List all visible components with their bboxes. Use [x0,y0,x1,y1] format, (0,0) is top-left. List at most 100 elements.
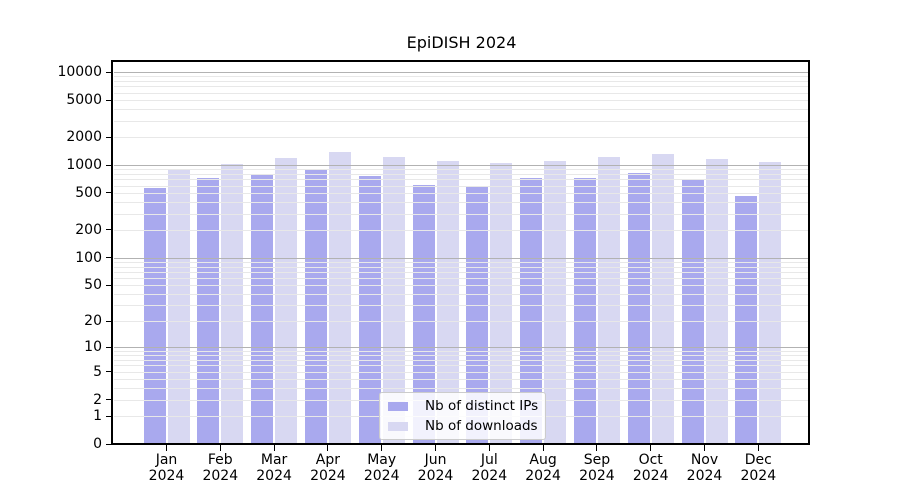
x-tick-label: Oct 2024 [632,452,669,484]
legend: Nb of distinct IPs Nb of downloads [379,392,546,440]
y-tick [106,399,113,401]
minor-gridline [114,92,809,94]
minor-gridline [114,100,809,101]
minor-gridline [114,379,809,380]
x-tick [166,444,167,451]
y-tick-label: 2 [93,391,102,408]
y-tick [106,229,113,231]
y-tick [106,443,113,445]
y-tick-label: 50 [84,277,102,294]
minor-gridline [114,271,809,273]
minor-gridline [114,179,809,181]
bar [436,160,459,444]
y-tick [106,320,113,322]
x-tick [704,444,705,451]
x-tick-label: May 2024 [363,452,400,484]
y-tick-label: 5 [93,363,102,380]
minor-gridline [114,351,809,352]
bar [627,172,650,444]
bar [490,163,513,444]
minor-gridline [114,81,809,82]
y-tick [106,192,113,194]
x-tick-label: Jul 2024 [471,452,508,484]
x-tick-label: Feb 2024 [202,452,239,484]
y-tick-label: 10 [84,339,102,356]
x-tick-label: Mar 2024 [256,452,292,484]
y-tick-label: 20 [84,313,102,329]
y-tick [106,371,113,373]
minor-gridline [114,174,809,175]
x-tick-label: Sep 2024 [579,452,615,484]
x-tick [327,444,329,451]
y-tick [106,71,113,73]
legend-label: Nb of distinct IPs [425,398,539,414]
y-tick [106,415,113,417]
x-tick-label: Apr 2024 [310,452,346,484]
bar [251,173,274,444]
minor-gridline [114,371,809,373]
y-tick-label: 200 [75,221,102,238]
x-tick-label: Nov 2024 [686,452,723,484]
minor-gridline [114,120,809,122]
minor-gridline [114,285,809,287]
minor-gridline [114,365,809,367]
bar [143,188,166,444]
minor-gridline [114,109,809,110]
x-tick [650,444,652,451]
y-tick [106,284,113,286]
bar [221,163,244,444]
major-gridline [114,257,809,259]
minor-gridline [114,137,809,138]
x-tick-label: Jan 2024 [148,452,185,484]
x-tick [488,444,490,451]
x-tick [219,444,221,451]
minor-gridline [114,192,809,194]
legend-label: Nb of downloads [425,418,538,434]
x-tick [273,444,275,451]
legend-item: Nb of distinct IPs [388,398,539,414]
minor-gridline [114,169,809,171]
bar [759,162,782,444]
minor-gridline [114,266,809,268]
bar [681,179,704,444]
x-tick-label: Jun 2024 [417,452,454,484]
bar [520,178,543,444]
y-tick [106,164,113,166]
minor-gridline [114,229,809,231]
y-tick [106,136,113,138]
bar [275,157,298,444]
y-tick-label: 1000 [66,157,102,173]
x-tick-label: Aug 2024 [525,452,561,484]
bar [544,160,567,444]
bar [304,168,327,444]
minor-gridline [114,278,809,279]
bar [651,154,674,444]
y-tick-label: 5000 [66,92,102,108]
y-tick-label: 2000 [66,129,102,145]
minor-gridline [114,201,809,203]
bar [735,195,758,444]
minor-gridline [114,185,809,187]
x-tick [542,444,544,451]
y-tick-label: 100 [75,249,102,266]
minor-gridline [114,76,809,78]
minor-gridline [114,355,809,357]
y-tick-label: 10000 [57,64,102,80]
minor-gridline [114,261,809,263]
x-tick [435,444,436,451]
y-tick [106,99,113,101]
major-gridline [114,347,809,349]
legend-item: Nb of downloads [388,418,538,434]
legend-swatch-downloads [388,421,408,431]
minor-gridline [114,86,809,88]
bar [328,152,351,444]
minor-gridline [114,360,809,361]
bar [573,177,596,444]
minor-gridline [114,388,809,389]
y-tick-label: 1 [93,408,102,424]
bar [167,169,190,444]
minor-gridline [114,321,809,322]
bar [197,177,220,444]
bar [597,156,620,444]
